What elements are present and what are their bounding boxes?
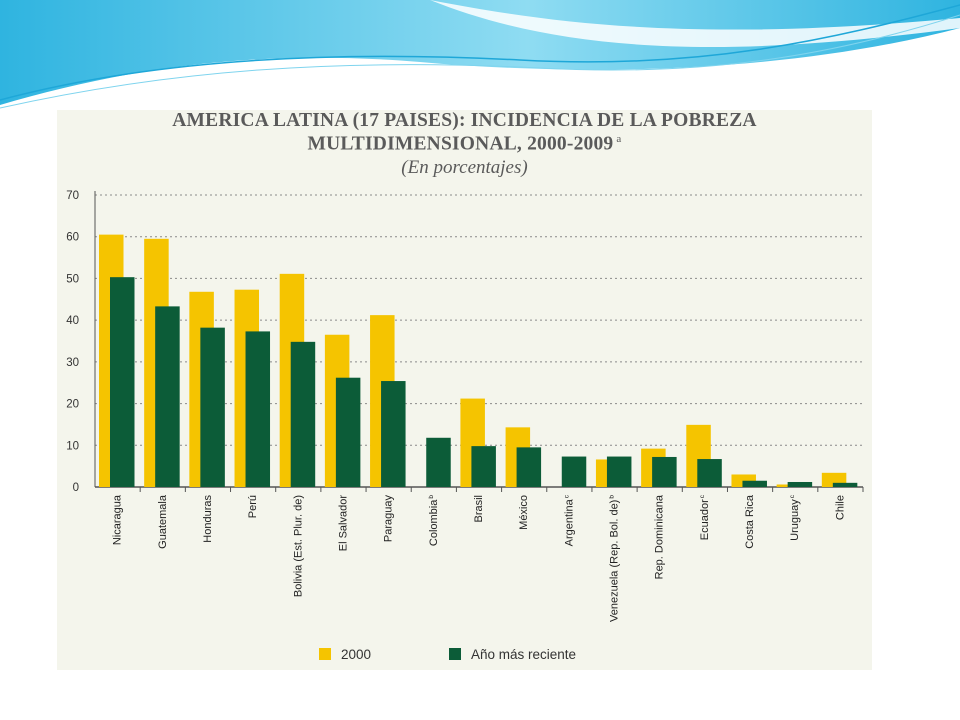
bar-recent-1 xyxy=(155,306,180,487)
legend-label-2000: 2000 xyxy=(341,647,372,662)
bar-recent-4 xyxy=(290,341,316,487)
chart-title-text-1: AMERICA LATINA (17 PAISES): INCIDENCIA D… xyxy=(172,110,757,131)
bar-recent-2 xyxy=(200,327,225,487)
legend-swatch-2000 xyxy=(319,648,331,660)
x-tick-label: Paraguay xyxy=(383,495,395,543)
y-tick-label: 50 xyxy=(66,273,79,285)
x-tick-label: El Salvador xyxy=(337,495,349,552)
bar-recent-15 xyxy=(787,481,813,487)
bar-recent-3 xyxy=(245,331,271,487)
swoosh-line-2 xyxy=(0,14,960,109)
y-tick-label: 0 xyxy=(73,482,79,494)
legend-item-recent: Año más reciente xyxy=(449,647,576,662)
bar-recent-0 xyxy=(110,277,135,487)
x-tick-label: Guatemala xyxy=(157,494,169,549)
x-tick-label: Ecuadorc xyxy=(699,494,711,540)
x-tick-label: Brasil xyxy=(473,495,485,523)
x-tick-label: Honduras xyxy=(202,495,214,543)
bar-recent-6 xyxy=(381,381,406,487)
swoosh-white-wave xyxy=(430,0,960,47)
legend-item-2000: 2000 xyxy=(319,647,371,662)
x-tick-label: Colombiab xyxy=(428,495,440,546)
chart-subtitle: (En porcentajes) xyxy=(401,157,528,178)
bar-recent-10 xyxy=(561,456,587,487)
swoosh-line-1 xyxy=(0,4,960,101)
x-tick-label: Costa Rica xyxy=(744,494,756,549)
chart-title-text-2: MULTIDIMENSIONAL, 2000-2009 xyxy=(307,133,614,155)
y-tick-label: 20 xyxy=(66,399,79,411)
x-tick-label: Perú xyxy=(247,495,259,518)
x-tick-label: Argentinac xyxy=(563,494,575,546)
bar-recent-16 xyxy=(832,482,858,487)
bar-recent-7 xyxy=(426,437,451,487)
chart-title-footnote: a xyxy=(616,133,622,145)
y-tick-label: 40 xyxy=(66,315,79,327)
chart-panel: AMERICA LATINA (17 PAISES): INCIDENCIA D… xyxy=(57,110,872,670)
legend-label-recent: Año más reciente xyxy=(471,647,577,662)
x-tick-label: Chile xyxy=(834,495,846,520)
y-tick-label: 60 xyxy=(66,232,79,244)
bar-recent-14 xyxy=(742,480,767,487)
x-tick-label: Bolivia (Est. Plur. de) xyxy=(292,495,304,597)
x-tick-label: México xyxy=(518,495,530,530)
y-tick-label: 30 xyxy=(66,357,79,369)
x-tick-label: Venezuela (Rep. Bol. de)b xyxy=(609,495,621,622)
bar-recent-5 xyxy=(335,377,361,487)
x-tick-label: Rep. Dominicana xyxy=(654,494,666,579)
y-tick-label: 10 xyxy=(66,440,79,452)
bar-chart: 0 10 20 30 40 50 60 70 Nicaragua Guatemala Hondura… xyxy=(66,190,864,622)
chart-title-line-1: AMERICA LATINA (17 PAISES): INCIDENCIA D… xyxy=(57,110,872,132)
bar-recent-8 xyxy=(471,446,496,487)
x-tick-label: Uruguayc xyxy=(789,494,801,541)
bar-recent-11 xyxy=(606,456,632,487)
bar-recent-9 xyxy=(516,447,542,487)
y-tick-label: 70 xyxy=(66,190,79,202)
x-tick-label: Nicaragua xyxy=(112,494,124,545)
swoosh-band xyxy=(0,0,960,105)
legend-swatch-recent xyxy=(449,648,461,660)
chart-title-line-2: MULTIDIMENSIONAL, 2000-2009 a xyxy=(57,133,872,156)
bar-recent-13 xyxy=(697,459,722,487)
bar-recent-12 xyxy=(652,456,677,487)
